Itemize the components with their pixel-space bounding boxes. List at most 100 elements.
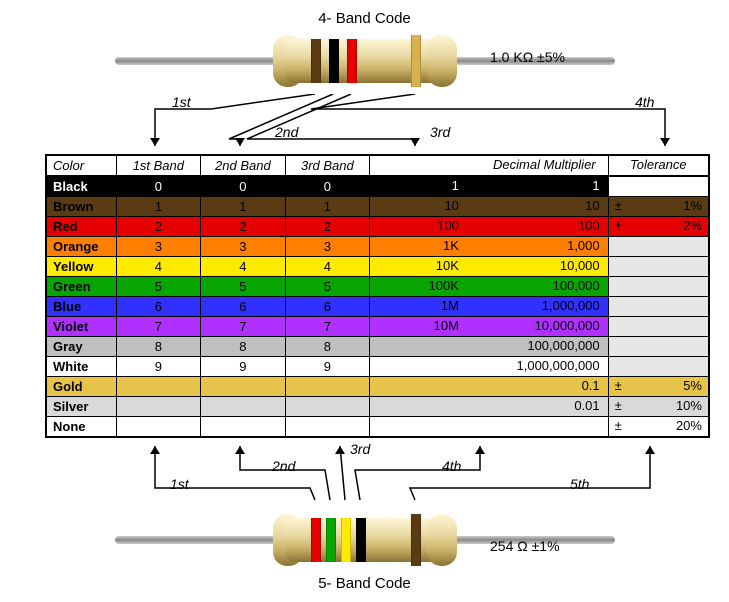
cell-band2: 3 xyxy=(201,237,286,256)
cell-band1: 7 xyxy=(117,317,202,336)
five-band-value: 254 Ω ±1% xyxy=(490,538,560,554)
cell-multiplier: 10K10,000 xyxy=(370,257,608,276)
cell-color: Violet xyxy=(47,317,117,336)
cell-band3: 6 xyxy=(286,297,371,316)
cell-multiplier: 1,000,000,000 xyxy=(370,357,608,376)
cell-band1: 5 xyxy=(117,277,202,296)
hdr-band1: 1st Band xyxy=(117,156,202,175)
band-1st xyxy=(311,39,321,83)
hdr-band3: 3rd Band xyxy=(286,156,371,175)
cell-color: Gray xyxy=(47,337,117,356)
cell-band1: 1 xyxy=(117,197,202,216)
cell-band2: 4 xyxy=(201,257,286,276)
table-row: Blue6661M1,000,000 xyxy=(47,297,708,317)
arrow-label: 1st xyxy=(170,476,189,492)
cell-multiplier: 1M1,000,000 xyxy=(370,297,608,316)
arrow-label: 4th xyxy=(442,458,461,474)
cell-tolerance: ±5% xyxy=(609,377,708,396)
table-row: Orange3331K1,000 xyxy=(47,237,708,257)
cell-multiplier: 0.01 xyxy=(370,397,608,416)
arrow-label: 3rd xyxy=(350,441,370,457)
cell-multiplier: 0.1 xyxy=(370,377,608,396)
cell-band3: 7 xyxy=(286,317,371,336)
arrow-label: 5th xyxy=(570,476,589,492)
cell-band3: 2 xyxy=(286,217,371,236)
cell-color: Green xyxy=(47,277,117,296)
cell-band3: 8 xyxy=(286,337,371,356)
cell-band3: 3 xyxy=(286,237,371,256)
cell-color: Brown xyxy=(47,197,117,216)
four-band-value: 1.0 KΩ ±5% xyxy=(490,49,565,65)
table-row: Black00011 xyxy=(47,177,708,197)
cell-tolerance: ±1% xyxy=(609,197,708,216)
hdr-band2: 2nd Band xyxy=(201,156,286,175)
band-3rd xyxy=(341,518,351,562)
cell-band1 xyxy=(117,417,202,436)
cell-band3: 1 xyxy=(286,197,371,216)
table-row: Red222100100±2% xyxy=(47,217,708,237)
cell-band3: 9 xyxy=(286,357,371,376)
cell-band2: 9 xyxy=(201,357,286,376)
arrow-label: 2nd xyxy=(272,458,295,474)
arrow-label: 4th xyxy=(635,94,654,110)
cell-band3 xyxy=(286,417,371,436)
cell-multiplier: 100K100,000 xyxy=(370,277,608,296)
cell-multiplier xyxy=(370,417,608,436)
cell-band2: 7 xyxy=(201,317,286,336)
cell-tolerance: ±20% xyxy=(609,417,708,436)
cell-band1: 6 xyxy=(117,297,202,316)
color-code-table: Color 1st Band 2nd Band 3rd Band Decimal… xyxy=(45,154,710,438)
table-row: Silver 0.01±10% xyxy=(47,397,708,417)
cell-band2: 8 xyxy=(201,337,286,356)
cell-multiplier: 11 xyxy=(370,177,608,196)
cell-band2: 1 xyxy=(201,197,286,216)
cell-band3: 4 xyxy=(286,257,371,276)
hdr-multiplier: Decimal Multiplier xyxy=(370,156,609,175)
cell-band2: 5 xyxy=(201,277,286,296)
cell-band3: 5 xyxy=(286,277,371,296)
band-3rd xyxy=(347,39,357,83)
cell-band2: 0 xyxy=(201,177,286,196)
band-2nd xyxy=(329,39,339,83)
table-row: None±20% xyxy=(47,417,708,436)
band-5th xyxy=(411,514,421,566)
table-row: Violet77710M10,000,000 xyxy=(47,317,708,337)
cell-tolerance xyxy=(609,177,708,196)
top-arrow-area: 1st2nd3rd4th xyxy=(10,94,719,154)
resistor-end-right xyxy=(427,514,457,566)
cell-band1: 0 xyxy=(117,177,202,196)
arrow-label: 3rd xyxy=(430,124,450,140)
hdr-tolerance: Tolerance xyxy=(609,156,708,175)
cell-band2 xyxy=(201,377,286,396)
table-row: Gray888100,000,000 xyxy=(47,337,708,357)
cell-color: Orange xyxy=(47,237,117,256)
table-row: Gold 0.1±5% xyxy=(47,377,708,397)
cell-tolerance: ±10% xyxy=(609,397,708,416)
cell-band1 xyxy=(117,377,202,396)
resistor-body xyxy=(285,39,445,83)
cell-tolerance xyxy=(609,297,708,316)
table-row: White9991,000,000,000 xyxy=(47,357,708,377)
cell-color: Blue xyxy=(47,297,117,316)
cell-band1: 4 xyxy=(117,257,202,276)
bottom-arrow-area: 1st 2nd 3rd 4th 5th xyxy=(10,438,719,508)
cell-multiplier: 1K1,000 xyxy=(370,237,608,256)
cell-band3: 0 xyxy=(286,177,371,196)
cell-tolerance xyxy=(609,357,708,376)
cell-color: Black xyxy=(47,177,117,196)
cell-band3 xyxy=(286,377,371,396)
cell-color: Gold xyxy=(47,377,117,396)
resistor-end-right xyxy=(427,35,457,87)
cell-color: Silver xyxy=(47,397,117,416)
cell-color: White xyxy=(47,357,117,376)
cell-tolerance xyxy=(609,277,708,296)
cell-band1: 2 xyxy=(117,217,202,236)
top-arrows-svg xyxy=(10,94,719,154)
four-band-title: 4- Band Code xyxy=(10,10,719,27)
cell-tolerance xyxy=(609,337,708,356)
cell-band2: 2 xyxy=(201,217,286,236)
five-band-title: 5- Band Code xyxy=(10,575,719,592)
cell-tolerance: ±2% xyxy=(609,217,708,236)
cell-band1: 9 xyxy=(117,357,202,376)
cell-multiplier: 100100 xyxy=(370,217,608,236)
